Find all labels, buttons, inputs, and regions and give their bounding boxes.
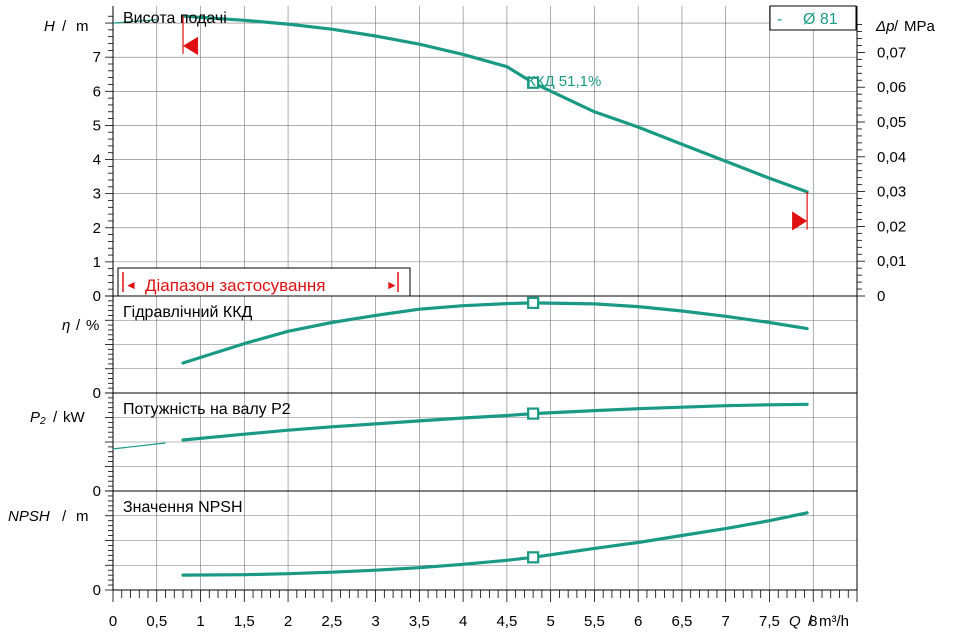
y-tick-label: 7 bbox=[93, 49, 101, 66]
efficiency-yunit: % bbox=[86, 317, 99, 334]
y-tick-label: 5 bbox=[93, 117, 101, 134]
power-yunit: kW bbox=[63, 409, 86, 426]
legend-prefix: - bbox=[777, 11, 782, 28]
power-ylabel: P₂ bbox=[30, 409, 46, 426]
y2-tick-label: 0,06 bbox=[877, 79, 906, 96]
x-tick-label: 7,5 bbox=[759, 613, 780, 630]
efficiency-ylabel: η bbox=[62, 317, 70, 334]
y-tick-label: 0 bbox=[93, 483, 101, 500]
axes-layer bbox=[105, 6, 865, 602]
npsh-panel-title: Значення NPSH bbox=[123, 499, 243, 516]
range-max-arrow bbox=[792, 211, 808, 231]
power-panel-title: Потужність на валу P2 bbox=[123, 401, 291, 418]
x-tick-label: 1,5 bbox=[234, 613, 255, 630]
efficiency-yunit-slash: / bbox=[76, 317, 81, 334]
y-tick-label: 0 bbox=[93, 385, 101, 402]
y-tick-label: 3 bbox=[93, 186, 101, 203]
legend-box bbox=[769, 5, 857, 31]
x-tick-label: 4 bbox=[459, 613, 467, 630]
head-curve bbox=[181, 14, 809, 194]
power-extension bbox=[112, 442, 166, 450]
x-tick-label: 7 bbox=[722, 613, 730, 630]
application-range-label: Діапазон застосування bbox=[145, 276, 325, 295]
y2-tick-label: 0,04 bbox=[877, 149, 906, 166]
y-tick-label: 1 bbox=[93, 254, 101, 271]
x-tick-label: 8 bbox=[809, 613, 817, 630]
curve-layer bbox=[112, 14, 809, 577]
application-range-left-arrow: ◄ bbox=[125, 278, 137, 292]
x-tick-label: 6 bbox=[634, 613, 642, 630]
y2-tick-label: 0 bbox=[877, 288, 885, 305]
y2-tick-label: 0,01 bbox=[877, 253, 906, 270]
y2-tick-label: 0,05 bbox=[877, 114, 906, 131]
npsh-ylabel: NPSH bbox=[8, 508, 50, 525]
head-extension bbox=[112, 19, 157, 24]
efficiency-panel-title: Гідравлічний ККД bbox=[123, 304, 253, 321]
npsh-curve bbox=[181, 511, 809, 577]
x-tick-label: 1 bbox=[196, 613, 204, 630]
power-operating-point bbox=[527, 407, 540, 420]
head-panel-title: Висота подачі bbox=[123, 10, 227, 27]
x-tick-label: 2,5 bbox=[321, 613, 342, 630]
label-layer: 0123456700,010,020,030,040,050,060,07000… bbox=[93, 44, 907, 630]
head-y2unit-slash: / bbox=[894, 18, 899, 35]
x-tick-label: 3 bbox=[371, 613, 379, 630]
y-tick-label: 2 bbox=[93, 220, 101, 237]
x-tick-label: 0 bbox=[109, 613, 117, 630]
head-operating-point bbox=[527, 76, 540, 89]
head-y2unit: MPa bbox=[904, 18, 936, 35]
head-y2label: Δp bbox=[875, 18, 894, 35]
x-tick-label: 5,5 bbox=[584, 613, 605, 630]
efficiency-operating-point bbox=[527, 296, 540, 309]
x-tick-label: 4,5 bbox=[496, 613, 517, 630]
y-tick-label: 0 bbox=[93, 288, 101, 305]
y2-tick-label: 0,03 bbox=[877, 184, 906, 201]
y-tick-label: 4 bbox=[93, 152, 101, 169]
range-min-arrow bbox=[183, 36, 199, 56]
head-yunit-slash: / bbox=[62, 18, 67, 35]
efficiency-curve bbox=[181, 301, 809, 365]
head-yunit: m bbox=[76, 18, 89, 35]
x-tick-label: 5 bbox=[546, 613, 554, 630]
y-tick-label: 6 bbox=[93, 83, 101, 100]
y-tick-label: 0 bbox=[93, 582, 101, 599]
x-axis-unit: m³/h bbox=[819, 613, 849, 630]
legend-label: Ø 81 bbox=[803, 11, 838, 28]
y2-tick-label: 0,02 bbox=[877, 218, 906, 235]
x-tick-label: 6,5 bbox=[672, 613, 693, 630]
y2-tick-label: 0,07 bbox=[877, 44, 906, 61]
application-range-right-arrow: ► bbox=[386, 278, 398, 292]
x-axis-unit-slash: / bbox=[808, 613, 813, 630]
x-tick-label: 2 bbox=[284, 613, 292, 630]
npsh-yunit-slash: / bbox=[62, 508, 67, 525]
power-curve bbox=[181, 402, 809, 442]
power-yunit-slash: / bbox=[53, 409, 58, 426]
x-axis-label: Q bbox=[789, 613, 801, 630]
application-range-box bbox=[117, 267, 411, 297]
x-tick-label: 0,5 bbox=[146, 613, 167, 630]
npsh-operating-point bbox=[527, 551, 540, 564]
npsh-yunit: m bbox=[76, 508, 89, 525]
grid-layer bbox=[112, 6, 857, 590]
head-ylabel: H bbox=[44, 18, 55, 35]
efficiency-marker-label: ККД 51,1% bbox=[527, 73, 601, 90]
x-tick-label: 3,5 bbox=[409, 613, 430, 630]
